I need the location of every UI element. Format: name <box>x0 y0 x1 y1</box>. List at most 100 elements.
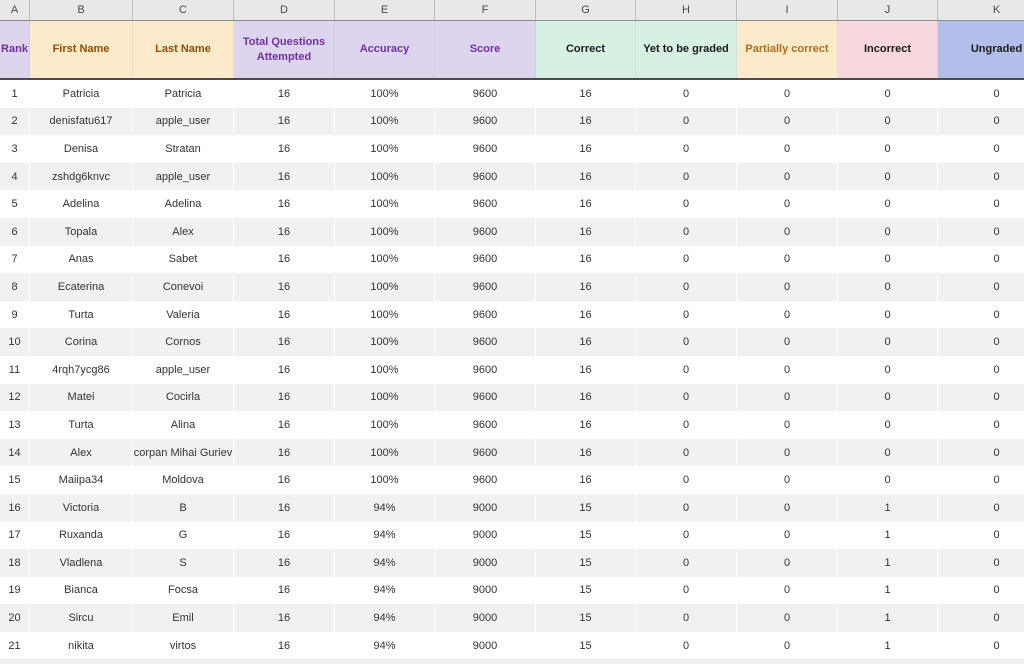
cell-incorrect-row2[interactable]: 0 <box>838 107 938 136</box>
column-letter-A[interactable]: A <box>0 0 30 20</box>
cell-incorrect-row19[interactable]: 1 <box>838 576 938 605</box>
cell-score-row20[interactable]: 9000 <box>435 604 536 632</box>
cell-score-row10[interactable]: 9600 <box>435 328 536 356</box>
cell-ungraded-row12[interactable]: 0 <box>938 384 1024 412</box>
cell-first-name-row8[interactable]: Ecaterina <box>30 273 133 301</box>
cell-partially-correct-row15[interactable]: 0 <box>737 466 838 494</box>
cell-ungraded-row7[interactable]: 0 <box>938 246 1024 274</box>
cell-correct-row9[interactable]: 16 <box>536 300 636 329</box>
cell-total-questions-attempted-row13[interactable]: 16 <box>234 411 335 439</box>
cell-total-questions-attempted-row5[interactable]: 16 <box>234 190 335 218</box>
column-letter-C[interactable]: C <box>133 0 234 20</box>
cell-last-name-row21[interactable]: virtos <box>133 631 234 660</box>
cell-rank-row20[interactable]: 20 <box>0 604 30 632</box>
column-letter-D[interactable]: D <box>234 0 335 20</box>
cell-yet-to-be-graded-row2[interactable]: 0 <box>636 107 737 136</box>
cell-score-row5[interactable]: 9600 <box>435 190 536 218</box>
cell-accuracy-row3[interactable]: 100% <box>335 135 435 163</box>
cell-correct-row21[interactable]: 15 <box>536 631 636 660</box>
cell-incorrect-row10[interactable]: 0 <box>838 328 938 356</box>
cell-ungraded-row18[interactable]: 0 <box>938 549 1024 577</box>
cell-accuracy-row15[interactable]: 100% <box>335 466 435 494</box>
cell-correct-row17[interactable]: 15 <box>536 521 636 550</box>
header-correct[interactable]: Correct <box>536 21 636 78</box>
cell-score-row9[interactable]: 9600 <box>435 300 536 329</box>
cell-correct-row5[interactable]: 16 <box>536 190 636 218</box>
column-letter-H[interactable]: H <box>636 0 737 20</box>
cell-first-name-row9[interactable]: Turta <box>30 300 133 329</box>
cell-total-questions-attempted-row18[interactable]: 16 <box>234 549 335 577</box>
cell-partially-correct-row10[interactable]: 0 <box>737 328 838 356</box>
cell-last-name-row8[interactable]: Conevoi <box>133 273 234 301</box>
cell-rank-row3[interactable]: 3 <box>0 135 30 163</box>
cell-partially-correct-row13[interactable]: 0 <box>737 411 838 439</box>
cell-last-name-row15[interactable]: Moldova <box>133 466 234 494</box>
cell-correct-row6[interactable]: 16 <box>536 217 636 246</box>
cell-incorrect-row4[interactable]: 0 <box>838 162 938 191</box>
cell-correct-row13[interactable]: 16 <box>536 411 636 439</box>
cell-yet-to-be-graded-row20[interactable]: 0 <box>636 604 737 632</box>
cell-accuracy-row5[interactable]: 100% <box>335 190 435 218</box>
cell-total-questions-attempted-row17[interactable]: 16 <box>234 521 335 550</box>
cell-last-name-row5[interactable]: Adelina <box>133 190 234 218</box>
cell-ungraded-row14[interactable]: 0 <box>938 439 1024 467</box>
cell-last-name-row16[interactable]: B <box>133 493 234 522</box>
cell-rank-row8[interactable]: 8 <box>0 273 30 301</box>
cell-yet-to-be-graded-row17[interactable]: 0 <box>636 521 737 550</box>
cell-total-questions-attempted-row19[interactable]: 16 <box>234 576 335 605</box>
cell-total-questions-attempted-row10[interactable]: 16 <box>234 328 335 356</box>
cell-correct-row7[interactable]: 16 <box>536 245 636 274</box>
cell-ungraded-row1[interactable]: 0 <box>938 80 1024 108</box>
cell-first-name-row11[interactable]: 4rqh7ycg86 <box>30 355 133 384</box>
cell-first-name-row4[interactable]: zshdg6knvc <box>30 162 133 191</box>
cell-total-questions-attempted-row2[interactable]: 16 <box>234 107 335 136</box>
cell-correct-row10[interactable]: 16 <box>536 328 636 356</box>
cell-incorrect-row8[interactable]: 0 <box>838 273 938 301</box>
cell-ungraded-row4[interactable]: 0 <box>938 163 1024 191</box>
cell-total-questions-attempted-row21[interactable]: 16 <box>234 631 335 660</box>
cell-last-name-row20[interactable]: Emil <box>133 604 234 632</box>
cell-incorrect-row12[interactable]: 0 <box>838 383 938 412</box>
cell-accuracy-row14[interactable]: 100% <box>335 438 435 467</box>
cell-rank-row4[interactable]: 4 <box>0 162 30 191</box>
cell-last-name-row2[interactable]: apple_user <box>133 107 234 136</box>
cell-correct-row3[interactable]: 16 <box>536 135 636 163</box>
cell-first-name-row20[interactable]: Sircu <box>30 604 133 632</box>
cell-accuracy-row4[interactable]: 100% <box>335 162 435 191</box>
header-score[interactable]: Score <box>435 21 536 78</box>
cell-last-name-row12[interactable]: Cocirla <box>133 383 234 412</box>
cell-last-name-row1[interactable]: Patricia <box>133 80 234 108</box>
cell-first-name-row13[interactable]: Turta <box>30 411 133 439</box>
cell-score-row14[interactable]: 9600 <box>435 438 536 467</box>
cell-yet-to-be-graded-row21[interactable]: 0 <box>636 631 737 660</box>
cell-rank-row2[interactable]: 2 <box>0 107 30 136</box>
cell-score-row21[interactable]: 9000 <box>435 631 536 660</box>
cell-partially-correct-row8[interactable]: 0 <box>737 273 838 301</box>
cell-partially-correct-row7[interactable]: 0 <box>737 245 838 274</box>
cell-last-name-row19[interactable]: Focsa <box>133 576 234 605</box>
cell-ungraded-row13[interactable]: 0 <box>938 411 1024 439</box>
cell-first-name-row3[interactable]: Denisa <box>30 135 133 163</box>
cell-partially-correct-row1[interactable]: 0 <box>737 80 838 108</box>
cell-rank-row9[interactable]: 9 <box>0 300 30 329</box>
cell-incorrect-row1[interactable]: 0 <box>838 80 938 108</box>
cell-ungraded-row16[interactable]: 0 <box>938 494 1024 522</box>
cell-partially-correct-row14[interactable]: 0 <box>737 438 838 467</box>
cell-rank-row12[interactable]: 12 <box>0 383 30 412</box>
cell-ungraded-row21[interactable]: 0 <box>938 632 1024 660</box>
header-accuracy[interactable]: Accuracy <box>335 21 435 78</box>
cell-last-name-row10[interactable]: Cornos <box>133 328 234 356</box>
cell-last-name-row6[interactable]: Alex <box>133 217 234 246</box>
cell-accuracy-row18[interactable]: 94% <box>335 549 435 577</box>
cell-partially-correct-row9[interactable]: 0 <box>737 300 838 329</box>
column-letter-E[interactable]: E <box>335 0 435 20</box>
cell-accuracy-row8[interactable]: 100% <box>335 273 435 301</box>
cell-rank-row13[interactable]: 13 <box>0 411 30 439</box>
cell-yet-to-be-graded-row14[interactable]: 0 <box>636 438 737 467</box>
cell-score-row15[interactable]: 9600 <box>435 466 536 494</box>
cell-ungraded-row5[interactable]: 0 <box>938 190 1024 218</box>
cell-accuracy-row6[interactable]: 100% <box>335 217 435 246</box>
cell-score-row7[interactable]: 9600 <box>435 245 536 274</box>
cell-accuracy-row1[interactable]: 100% <box>335 80 435 108</box>
cell-last-name-row9[interactable]: Valeria <box>133 300 234 329</box>
